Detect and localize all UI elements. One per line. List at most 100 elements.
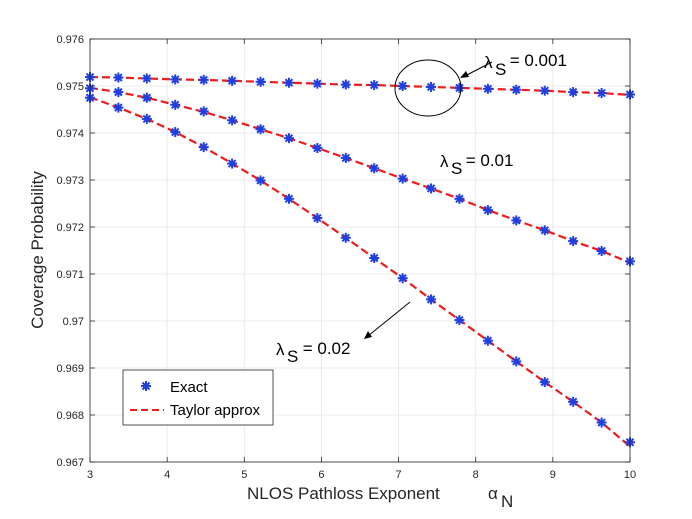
exact-point: [255, 175, 266, 186]
exact-point: [482, 335, 493, 346]
exact-point: [511, 215, 522, 226]
legend-box: [122, 369, 274, 426]
legend: Exact Taylor approx: [122, 369, 274, 426]
legend-label-exact: Exact: [170, 379, 208, 396]
y-axis-label: Coverage Probability: [28, 171, 47, 329]
exact-point: [369, 80, 380, 91]
exact-point: [255, 76, 266, 87]
x-tick-label: 9: [550, 469, 556, 481]
exact-point: [340, 232, 351, 243]
annotation-lambda-001: λ S = 0.01: [440, 151, 513, 178]
exact-point: [170, 74, 181, 85]
y-tick-label: 0.974: [56, 128, 84, 140]
exact-point: [227, 75, 238, 86]
exact-point: [312, 143, 323, 154]
exact-point: [596, 88, 607, 99]
annotation-0001-ellipse: [394, 59, 462, 117]
exact-point: [283, 133, 294, 144]
exact-point: [170, 127, 181, 138]
taylor-approx-line: [89, 86, 631, 264]
exact-point: [454, 193, 465, 204]
exact-point: [113, 102, 124, 113]
exact-point: [369, 163, 380, 174]
plot-frame: [89, 38, 631, 463]
exact-point: [170, 99, 181, 110]
exact-point: [312, 213, 323, 224]
x-tick-label: 4: [164, 469, 170, 481]
exact-point: [397, 173, 408, 184]
exact-point: [141, 113, 152, 124]
exact-point: [539, 225, 550, 236]
exact-point: [426, 183, 437, 194]
x-axis-label-subscript: N: [501, 492, 513, 511]
exact-point: [454, 82, 465, 93]
y-tick-label: 0.97: [63, 316, 84, 328]
exact-point: [426, 81, 437, 92]
ticks: 3 4 5 6 7 8 9 10 0.967 0.968 0.969 0.97 0.971 0.972 0.…: [56, 34, 636, 481]
x-axis-label-symbol: α: [488, 484, 498, 503]
exact-point: [511, 84, 522, 95]
exact-point: [539, 85, 550, 96]
annotation-001-symbol: λ: [440, 152, 449, 171]
exact-point: [198, 142, 209, 153]
exact-point: [141, 73, 152, 84]
exact-point: [568, 87, 579, 98]
x-tick-label: 8: [473, 469, 479, 481]
annotation-002-value: = 0.02: [298, 339, 350, 358]
exact-point: [596, 245, 607, 256]
annotation-001-subscript: S: [451, 159, 462, 178]
y-tick-label: 0.969: [56, 363, 84, 375]
annotation-0001-arrowhead: [460, 71, 469, 78]
exact-point: [511, 356, 522, 367]
y-tick-label: 0.968: [56, 410, 84, 422]
exact-point: [369, 253, 380, 264]
exact-point: [539, 377, 550, 388]
annotation-002-arrow-line: [367, 301, 411, 337]
exact-point: [397, 273, 408, 284]
y-tick-label: 0.976: [56, 34, 84, 46]
exact-point: [141, 92, 152, 103]
exact-point: [312, 78, 323, 89]
x-tick-label: 6: [318, 469, 324, 481]
exact-point: [340, 79, 351, 90]
x-axis-label-text: NLOS Pathloss Exponent: [247, 484, 440, 503]
exact-point: [482, 205, 493, 216]
y-tick-label: 0.967: [56, 457, 84, 469]
annotation-002-symbol: λ: [276, 340, 285, 359]
x-tick-label: 10: [624, 469, 636, 481]
annotation-002-arrowhead: [364, 331, 372, 339]
exact-point: [198, 74, 209, 85]
x-tick-label: 5: [241, 469, 247, 481]
exact-point: [426, 294, 437, 305]
x-tick-label: 7: [396, 469, 402, 481]
exact-point: [283, 193, 294, 204]
exact-point: [482, 83, 493, 94]
exact-point: [340, 152, 351, 163]
annotation-002-subscript: S: [287, 347, 298, 366]
legend-label-taylor: Taylor approx: [170, 402, 261, 419]
exact-point: [568, 396, 579, 407]
annotation-lambda-002: λ S = 0.02: [276, 301, 411, 366]
taylor-approx-line: [89, 96, 631, 448]
y-tick-label: 0.972: [56, 222, 84, 234]
annotation-0001-arrow-line: [462, 61, 493, 78]
legend-marker-exact: [141, 381, 151, 391]
exact-point: [198, 106, 209, 117]
exact-point: [255, 124, 266, 135]
x-axis-label: NLOS Pathloss Exponent α N: [247, 484, 513, 511]
exact-point: [227, 158, 238, 169]
annotation-lambda-0001: λ S = 0.001: [394, 51, 567, 117]
series-2: [85, 92, 635, 448]
exact-point: [113, 87, 124, 98]
y-tick-label: 0.975: [56, 81, 84, 93]
annotation-001-value: = 0.01: [461, 151, 513, 170]
annotation-0001-subscript: S: [495, 60, 506, 79]
x-tick-label: 3: [87, 469, 93, 481]
y-tick-label: 0.971: [56, 269, 84, 281]
exact-point: [113, 72, 124, 83]
annotation-0001-value: = 0.001: [505, 51, 567, 70]
exact-point: [568, 236, 579, 247]
annotation-0001-symbol: λ: [484, 53, 493, 72]
y-tick-label: 0.973: [56, 175, 84, 187]
